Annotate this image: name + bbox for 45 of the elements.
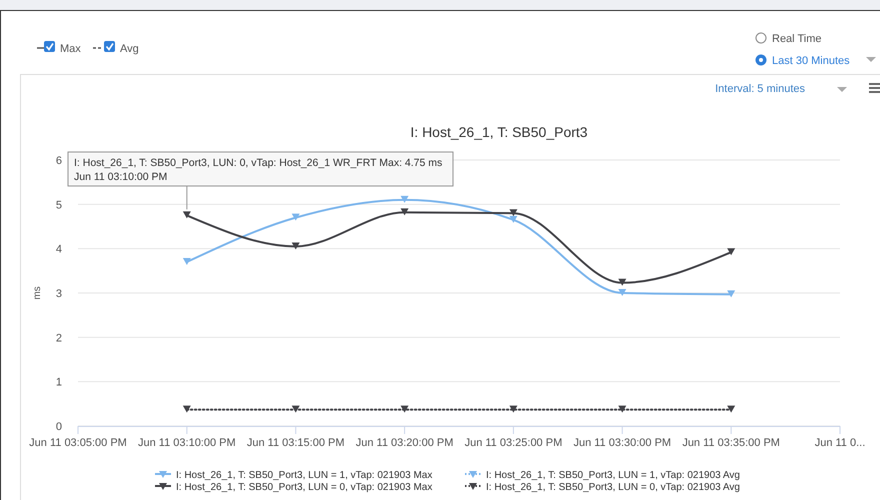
x-tick-label: Jun 11 03:35:00 PM bbox=[682, 437, 780, 449]
text: Last 30 Minutes bbox=[772, 55, 850, 67]
y-tick-label: 5 bbox=[56, 199, 62, 212]
y-tick-label: 0 bbox=[56, 421, 62, 433]
point bbox=[509, 209, 518, 216]
point bbox=[727, 248, 736, 256]
point bbox=[182, 406, 191, 413]
legend-label: I: Host_26_1, T: SB50_Port3, LUN = 0, vTap: 021903 Max bbox=[176, 482, 432, 493]
point bbox=[182, 211, 191, 218]
y-tick-label: 3 bbox=[56, 288, 62, 300]
point bbox=[727, 290, 736, 298]
text: Real Time bbox=[772, 33, 822, 45]
point bbox=[618, 406, 626, 413]
point bbox=[509, 406, 518, 413]
text: Avg bbox=[120, 43, 139, 55]
x-tick-label: Jun 11 03:10:00 PM bbox=[138, 437, 236, 449]
legend-label: I: Host_26_1, T: SB50_Port3, LUN = 1, vTap: 021903 Avg bbox=[486, 470, 740, 481]
point bbox=[400, 406, 409, 413]
point bbox=[182, 258, 191, 265]
point bbox=[618, 289, 626, 296]
text: Max bbox=[60, 43, 82, 55]
text: Interval: 5 minutes bbox=[715, 83, 806, 95]
x-tick-label: Jun 11 03:25:00 PM bbox=[464, 437, 562, 449]
y-axis-title: ms bbox=[32, 286, 43, 300]
y-tick-label: 1 bbox=[56, 376, 62, 389]
y-tick-label: 4 bbox=[56, 244, 62, 256]
annotation: I: Host_26_1, T: SB50_Port3, LUN: 0, vTap: Host_26_1 WR_FRT Max: 4.75 ms Jun 11 03:10:00 PM bbox=[74, 157, 442, 183]
y-tick-label: 2 bbox=[56, 332, 62, 344]
point bbox=[292, 214, 300, 221]
x-tick-label: Jun 11 0... bbox=[814, 437, 866, 449]
point bbox=[292, 242, 300, 250]
x-tick-label: Jun 11 03:30:00 PM bbox=[573, 437, 672, 449]
point bbox=[727, 406, 736, 413]
y-tick-label: 6 bbox=[56, 155, 62, 167]
x-tick-label: Jun 11 03:20:00 PM bbox=[356, 437, 454, 449]
point bbox=[292, 406, 300, 413]
legend-label: I: Host_26_1, T: SB50_Port3, LUN = 0, vTap: 021903 Avg bbox=[486, 482, 740, 493]
point bbox=[400, 208, 409, 216]
x-tick-label: Jun 11 03:15:00 PM bbox=[246, 437, 345, 449]
legend-label: I: Host_26_1, T: SB50_Port3, LUN = 1, vTap: 021903 Max bbox=[176, 470, 432, 481]
x-tick-label: Jun 11 03:05:00 PM bbox=[29, 437, 127, 449]
chart-title: I: Host_26_1, T: SB50_Port3 bbox=[410, 124, 588, 140]
point bbox=[400, 196, 409, 203]
point bbox=[509, 216, 518, 223]
point bbox=[618, 278, 626, 286]
